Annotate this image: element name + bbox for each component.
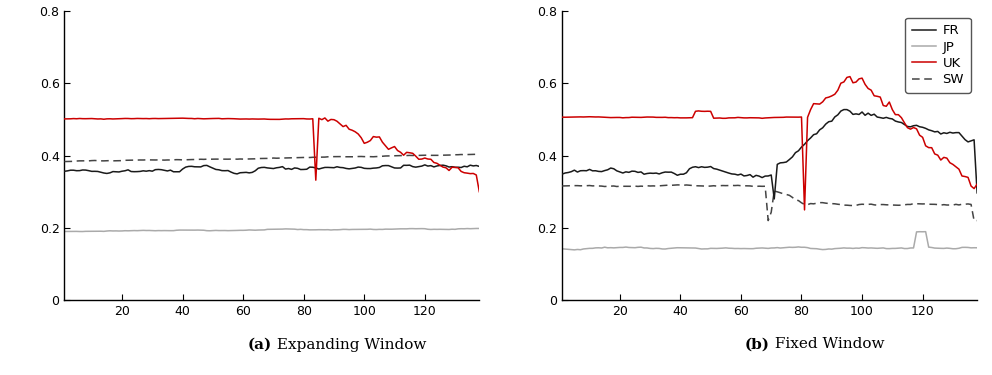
JP [796, 245, 807, 249]
UK [844, 74, 856, 79]
FR [968, 138, 980, 142]
SW [557, 184, 568, 188]
SW [971, 218, 983, 223]
FR [971, 190, 983, 195]
Text: Fixed Window: Fixed Window [770, 338, 884, 351]
JP [568, 248, 580, 252]
JP [710, 246, 722, 251]
UK [914, 133, 926, 137]
UK [720, 116, 732, 120]
SW [710, 184, 722, 188]
Text: (a): (a) [248, 338, 272, 351]
SW [968, 218, 980, 223]
UK [799, 208, 810, 212]
SW [723, 183, 735, 188]
UK [971, 182, 983, 186]
SW [672, 183, 683, 187]
FR [838, 107, 850, 112]
Line: JP: JP [562, 232, 977, 250]
FR [859, 113, 871, 117]
JP [856, 245, 868, 250]
SW [859, 202, 871, 207]
SW [762, 218, 774, 223]
JP [971, 246, 983, 250]
FR [720, 170, 732, 174]
UK [793, 115, 805, 119]
SW [914, 202, 926, 206]
Line: SW: SW [562, 185, 977, 220]
FR [557, 172, 568, 176]
JP [920, 230, 931, 234]
SW [799, 202, 810, 207]
FR [707, 166, 719, 171]
UK [859, 82, 871, 87]
FR [768, 196, 780, 201]
FR [914, 124, 926, 129]
UK [968, 186, 980, 191]
Text: (b): (b) [745, 338, 770, 351]
Line: UK: UK [562, 76, 977, 210]
JP [557, 247, 568, 251]
JP [968, 246, 980, 250]
UK [557, 115, 568, 119]
JP [911, 230, 923, 234]
Line: FR: FR [562, 110, 977, 199]
Legend: FR, JP, UK, SW: FR, JP, UK, SW [906, 18, 970, 93]
Text: Expanding Window: Expanding Window [272, 338, 427, 351]
FR [796, 145, 807, 149]
JP [723, 246, 735, 250]
UK [707, 116, 719, 120]
